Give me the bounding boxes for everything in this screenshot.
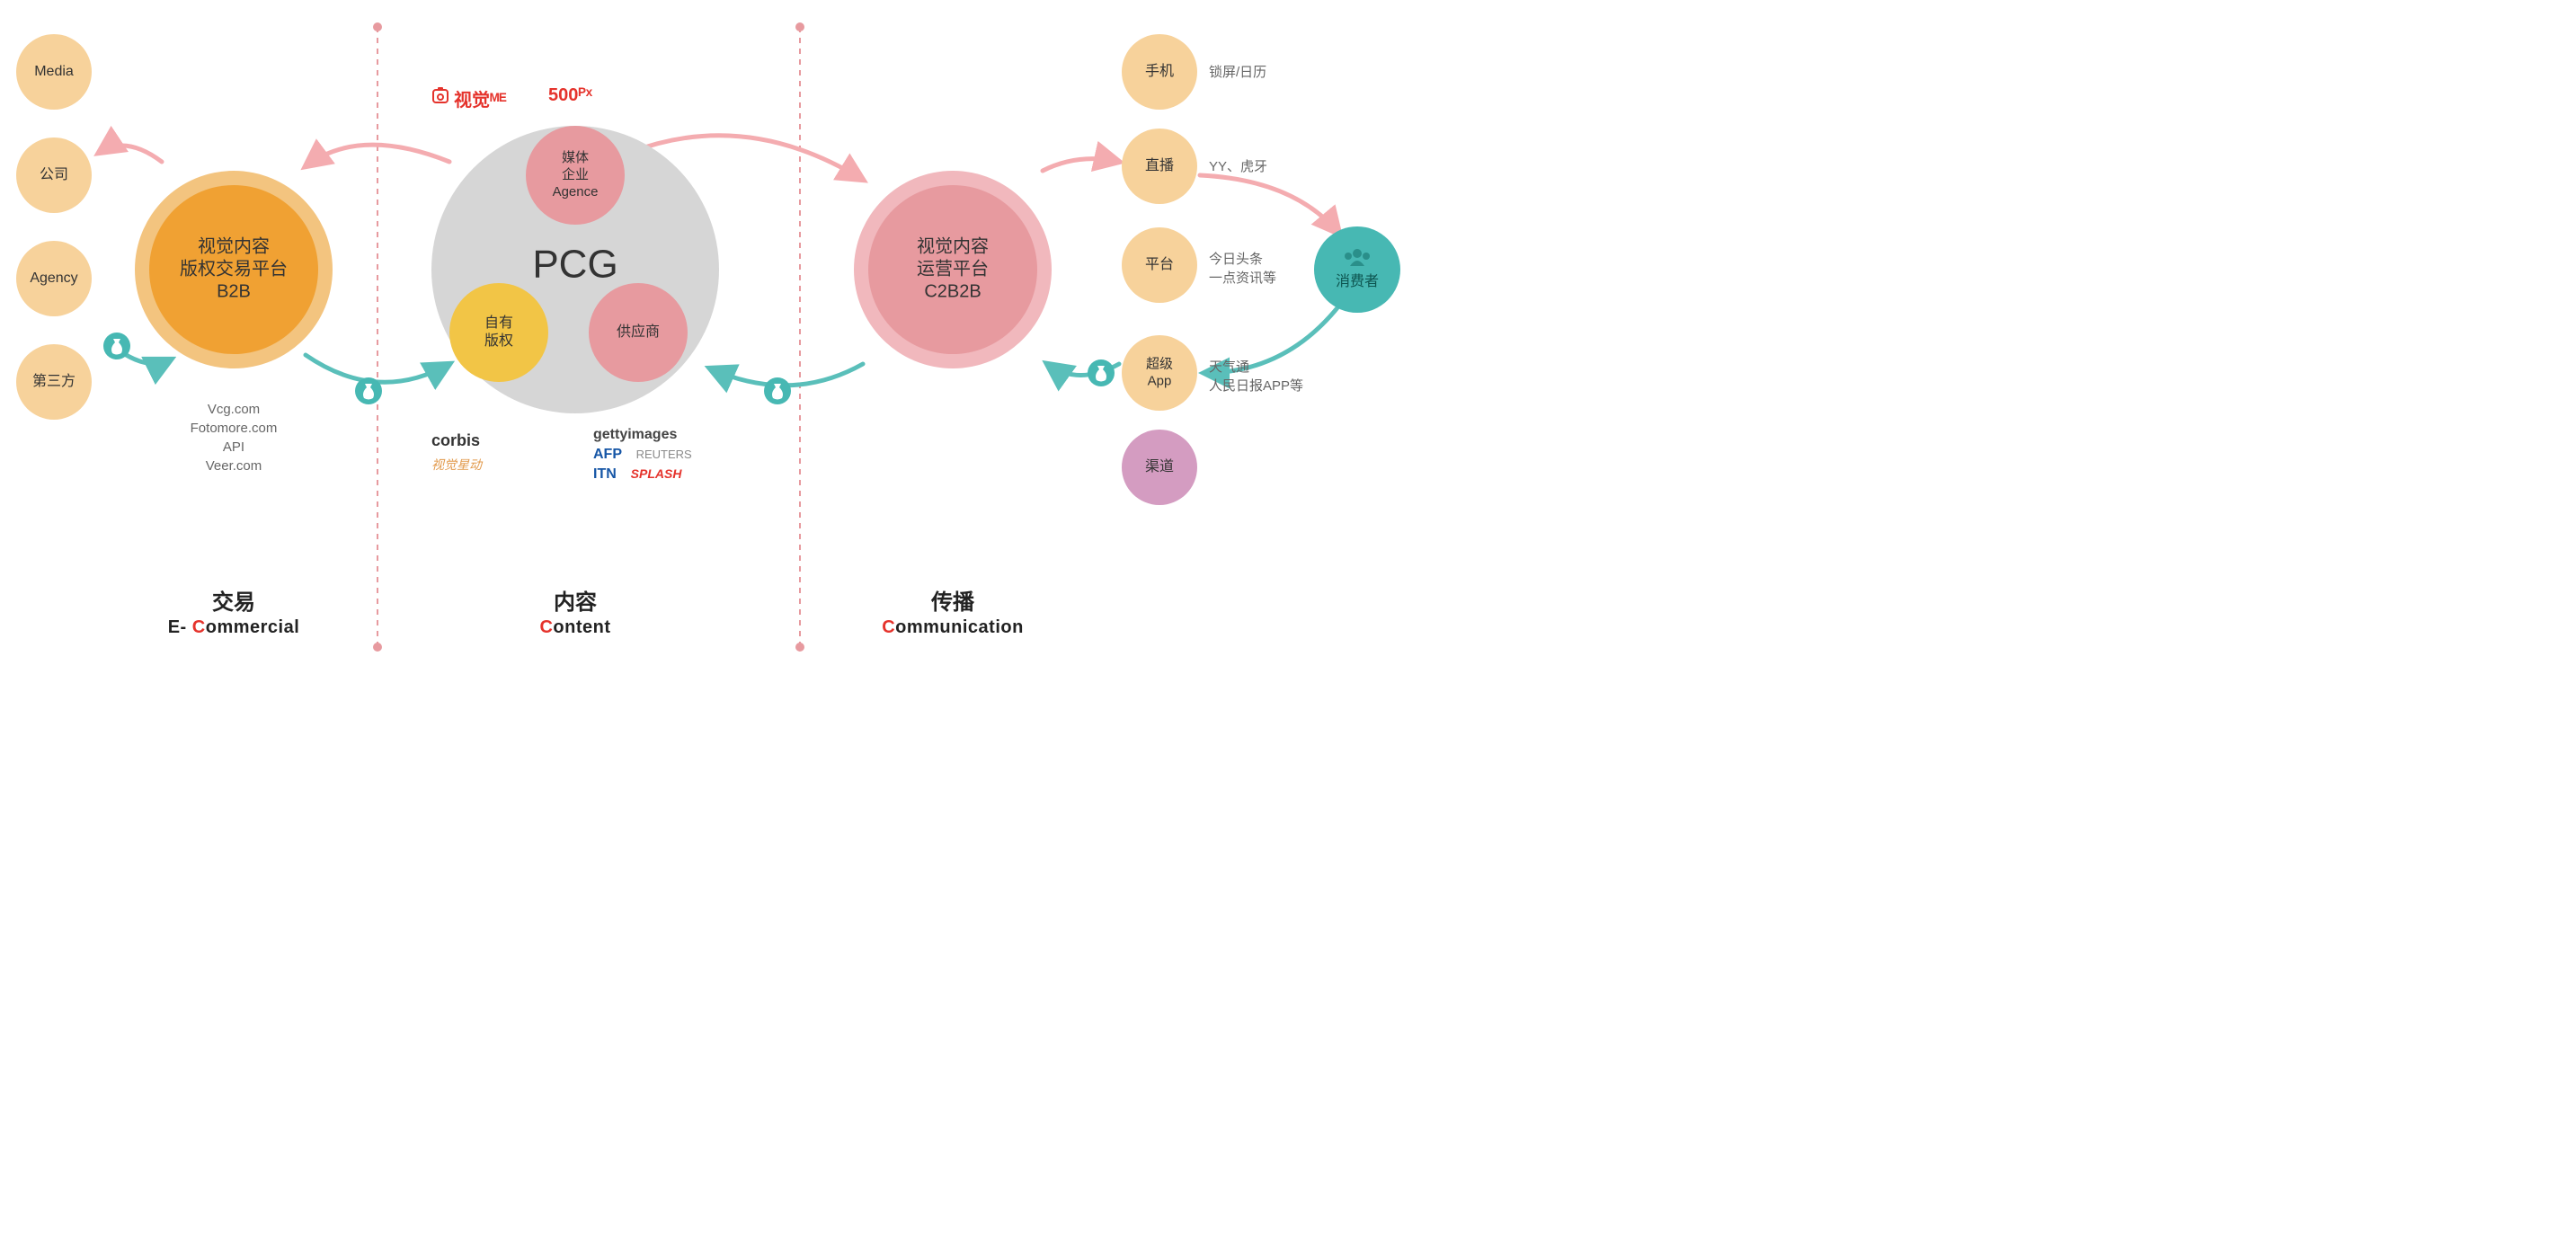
section-title: 内容Content [539, 584, 610, 638]
brand-logo: 500ᴾˣ [548, 85, 592, 106]
section-title: 交易E- Commercial [168, 584, 300, 638]
section-title: 传播Communication [882, 584, 1024, 638]
caption: Vcg.com Fotomore.com API Veer.com [191, 400, 278, 475]
diagram-stage: Media公司Agency第三方视觉内容 版权交易平台 B2BPCG媒体 企业 … [0, 0, 1528, 683]
caption: 今日头条 一点资讯等 [1209, 250, 1276, 288]
caption: 锁屏/日历 [1209, 63, 1266, 82]
brand-logo: 视觉ᴹᴱ [454, 85, 507, 111]
caption: YY、虎牙 [1209, 157, 1267, 176]
caption: 天气通 人民日报APP等 [1209, 358, 1303, 395]
logos-left: corbis视觉星动 [431, 431, 482, 479]
logos-right: gettyimagesAFP REUTERSITN SPLASH [593, 427, 703, 486]
diagram-svg [0, 0, 1528, 683]
